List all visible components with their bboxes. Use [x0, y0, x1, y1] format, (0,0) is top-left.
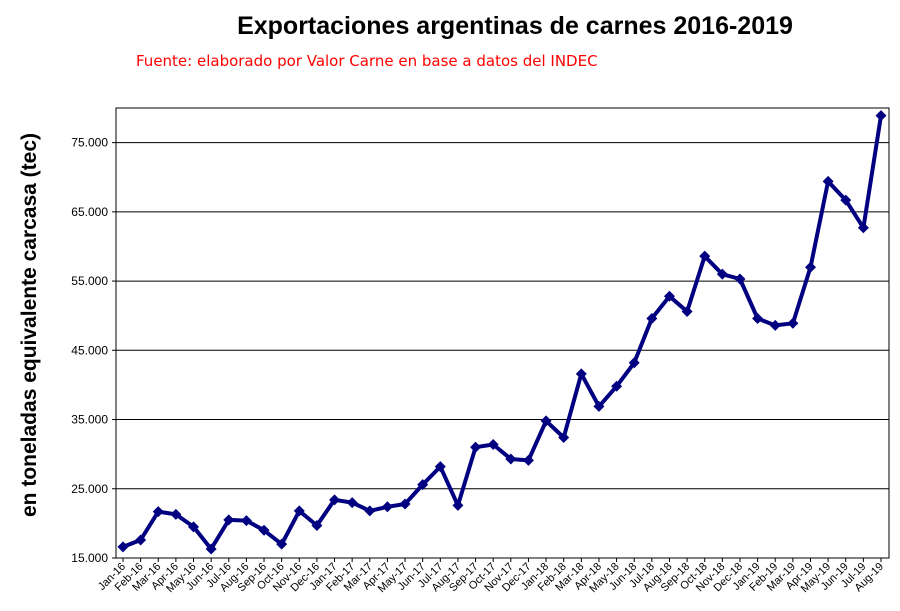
data-point — [364, 505, 376, 517]
y-tick-label: 75.000 — [71, 136, 108, 150]
data-point — [540, 415, 552, 427]
data-point — [470, 441, 482, 453]
y-tick-label: 35.000 — [71, 413, 108, 427]
chart-title: Exportaciones argentinas de carnes 2016-… — [237, 12, 793, 40]
gridlines — [112, 142, 889, 559]
data-point — [646, 312, 658, 324]
data-point — [840, 194, 852, 206]
chart-subtitle: Fuente: elaborado por Valor Carne en bas… — [136, 52, 598, 70]
data-point — [611, 380, 623, 392]
data-point — [558, 432, 570, 444]
y-tick-label: 65.000 — [71, 205, 108, 219]
data-point — [293, 505, 305, 517]
data-point — [575, 368, 587, 380]
plot-frame — [115, 107, 890, 559]
y-tick-label: 15.000 — [71, 551, 108, 565]
data-point — [276, 538, 288, 550]
data-point — [117, 541, 129, 553]
data-point — [311, 519, 323, 531]
data-markers — [117, 110, 887, 555]
data-point — [875, 110, 887, 122]
data-point — [170, 508, 182, 520]
y-tick-labels: 15.000 25.000 35.000 45.000 55.000 65.000 75.0… — [71, 136, 108, 565]
data-point — [381, 501, 393, 513]
data-point — [346, 497, 358, 509]
data-point — [240, 515, 252, 527]
data-point — [752, 312, 764, 324]
data-point — [258, 524, 270, 536]
data-point — [804, 261, 816, 273]
data-point — [505, 453, 517, 465]
data-point — [857, 222, 869, 234]
data-point — [787, 317, 799, 329]
data-point — [593, 400, 605, 412]
y-tick-label: 55.000 — [71, 274, 108, 288]
data-point — [663, 290, 675, 302]
series-line — [122, 115, 883, 551]
y-tick-label: 45.000 — [71, 343, 108, 357]
x-tick-labels: Jan-16Feb-16Mar-16Apr-16May-16Jun-16Jul-… — [96, 558, 886, 595]
data-point — [434, 461, 446, 473]
data-point — [329, 494, 341, 506]
data-point — [452, 499, 464, 511]
data-point — [716, 268, 728, 280]
data-point — [417, 479, 429, 491]
data-point — [188, 521, 200, 533]
data-point — [152, 506, 164, 518]
data-point — [699, 250, 711, 262]
data-point — [628, 357, 640, 369]
y-tick-label: 25.000 — [71, 482, 108, 496]
data-point — [223, 514, 235, 526]
data-point — [681, 306, 693, 318]
data-point — [399, 498, 411, 510]
data-point — [205, 543, 217, 555]
data-point — [487, 438, 499, 450]
data-point — [522, 454, 534, 466]
data-point — [769, 319, 781, 331]
data-point — [822, 175, 834, 187]
data-point — [734, 273, 746, 285]
data-point — [135, 534, 147, 546]
